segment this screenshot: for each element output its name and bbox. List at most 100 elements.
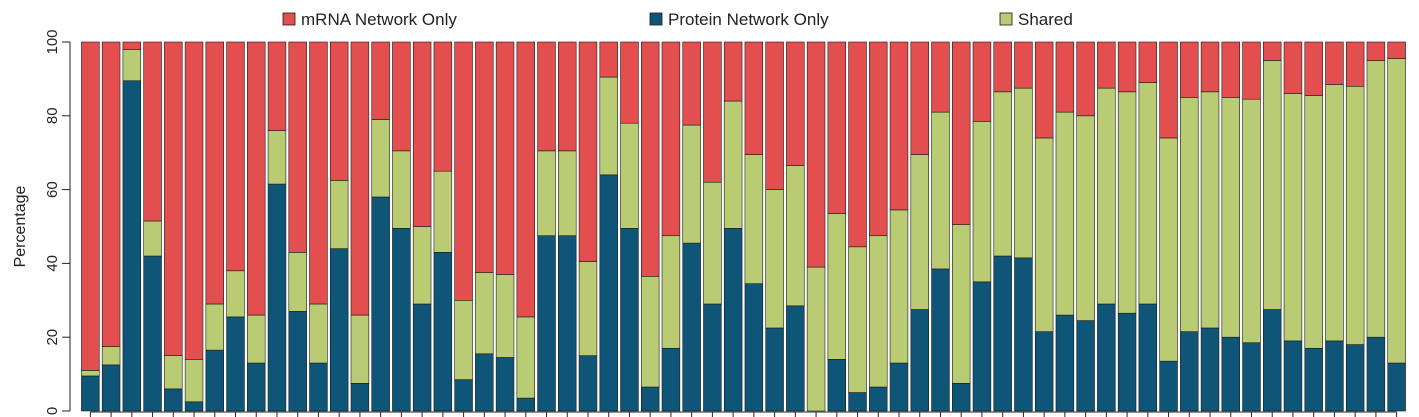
bar-segment-shared	[143, 220, 162, 257]
bar-segment-mrna-network-only	[848, 41, 867, 248]
bar-segment-shared	[1242, 98, 1261, 344]
bar-segment-shared	[703, 181, 722, 305]
bar-segment-shared	[723, 100, 743, 229]
bar-segment-mrna-network-only	[806, 41, 826, 268]
bar-segment-mrna-network-only	[765, 41, 784, 190]
bar-segment-shared	[806, 266, 826, 412]
bar-segment-mrna-network-only	[1138, 41, 1158, 83]
bar-segment-mrna-network-only	[371, 41, 390, 120]
bar-segment-mrna-network-only	[1014, 41, 1033, 89]
bar-segment-shared	[1200, 91, 1220, 329]
bar-segment-protein-network-only	[1159, 360, 1178, 412]
bar-segment-protein-network-only	[910, 309, 929, 412]
bar-segment-mrna-network-only	[329, 41, 349, 181]
bar-segment-shared	[640, 276, 660, 388]
bar-segment-mrna-network-only	[1159, 41, 1178, 139]
bar-segment-shared	[786, 165, 805, 307]
bar-segment-mrna-network-only	[1076, 41, 1095, 117]
y-tick-label: 80	[44, 107, 61, 124]
bar-segment-shared	[1138, 82, 1158, 305]
legend-label: Protein Network Only	[668, 10, 829, 29]
bar-segment-shared	[412, 226, 432, 305]
bar-segment-mrna-network-only	[1283, 41, 1303, 94]
bar-segment-shared	[1366, 60, 1386, 338]
bar-segment-shared	[682, 124, 701, 244]
bar-segment-shared	[454, 299, 473, 380]
bar-segment-protein-network-only	[226, 316, 245, 412]
bar-segment-mrna-network-only	[101, 41, 121, 347]
bar-segment-mrna-network-only	[1117, 41, 1137, 93]
bar-segment-shared	[1304, 95, 1323, 349]
bar-segment-protein-network-only	[993, 255, 1012, 412]
bar-segment-mrna-network-only	[1242, 41, 1261, 100]
bar-segment-shared	[1325, 84, 1344, 342]
bar-segment-mrna-network-only	[869, 41, 888, 237]
bar-segment-shared	[164, 355, 183, 390]
bar-segment-mrna-network-only	[454, 41, 473, 301]
bar-segment-shared	[537, 150, 556, 237]
bar-segment-shared	[848, 246, 867, 393]
bar-segment-mrna-network-only	[226, 41, 245, 272]
bar-segment-mrna-network-only	[1097, 41, 1116, 89]
bar-segment-shared	[81, 370, 100, 377]
legend-swatch	[282, 12, 296, 26]
bar-segment-protein-network-only	[267, 183, 287, 412]
bar-segment-protein-network-only	[309, 362, 328, 412]
bar-segment-protein-network-only	[1014, 257, 1033, 412]
bar-segment-mrna-network-only	[81, 41, 100, 371]
bar-segment-protein-network-only	[371, 196, 390, 412]
bar-segment-protein-network-only	[682, 242, 701, 412]
bar-segment-mrna-network-only	[703, 41, 722, 183]
bar-segment-protein-network-only	[537, 235, 556, 412]
bar-segment-mrna-network-only	[495, 41, 515, 275]
bar-segment-protein-network-only	[495, 357, 515, 412]
bar-segment-mrna-network-only	[184, 41, 204, 360]
bar-segment-protein-network-only	[578, 355, 598, 412]
bar-segment-protein-network-only	[164, 388, 183, 412]
bar-segment-protein-network-only	[869, 386, 888, 412]
bar-segment-mrna-network-only	[640, 41, 660, 277]
bar-segment-mrna-network-only	[143, 41, 162, 222]
bar-segment-mrna-network-only	[350, 41, 370, 316]
bar-segment-shared	[495, 274, 515, 358]
bar-segment-protein-network-only	[1242, 342, 1261, 412]
bar-segment-shared	[1014, 87, 1033, 259]
bar-segment-shared	[1117, 91, 1137, 314]
bar-segment-shared	[475, 272, 494, 355]
y-axis: 0 20 40 60 80 100	[44, 29, 71, 415]
bar-segment-shared	[1097, 87, 1116, 305]
bar-segment-protein-network-only	[1345, 344, 1365, 412]
bar-segment-mrna-network-only	[723, 41, 743, 102]
bar-segment-protein-network-only	[889, 362, 909, 412]
bar-segment-mrna-network-only	[1325, 41, 1344, 85]
bar-segment-protein-network-only	[392, 228, 411, 412]
bar-segment-mrna-network-only	[247, 41, 266, 316]
bar-segment-mrna-network-only	[1304, 41, 1323, 96]
bar-segment-protein-network-only	[1325, 340, 1344, 412]
bar-segment-shared	[1221, 97, 1240, 338]
bar-segment-mrna-network-only	[931, 41, 950, 113]
bar-segment-protein-network-only	[661, 347, 681, 412]
bar-segment-protein-network-only	[1366, 336, 1386, 412]
bar-segment-protein-network-only	[848, 392, 867, 412]
bar-segment-shared	[1387, 58, 1406, 364]
legend-label: Shared	[1018, 10, 1073, 29]
bar-segment-shared	[226, 270, 245, 318]
bar-segment-mrna-network-only	[1387, 41, 1406, 59]
bar-segment-shared	[1055, 111, 1075, 316]
bar-segment-shared	[558, 150, 577, 237]
bar-segment-shared	[1076, 115, 1095, 321]
bar-segment-shared	[267, 130, 287, 185]
bar-segment-protein-network-only	[143, 255, 162, 412]
bar-segment-shared	[931, 111, 950, 270]
bar-segment-mrna-network-only	[889, 41, 909, 211]
bar-segment-mrna-network-only	[475, 41, 494, 273]
bar-segment-mrna-network-only	[682, 41, 701, 126]
bar-segment-mrna-network-only	[288, 41, 307, 253]
bar-segment-mrna-network-only	[1345, 41, 1365, 87]
bar-segment-mrna-network-only	[993, 41, 1012, 93]
bar-segment-mrna-network-only	[910, 41, 929, 155]
bar-segment-shared	[827, 213, 847, 360]
bar-segment-protein-network-only	[599, 174, 618, 412]
y-tick-label: 60	[44, 181, 61, 198]
